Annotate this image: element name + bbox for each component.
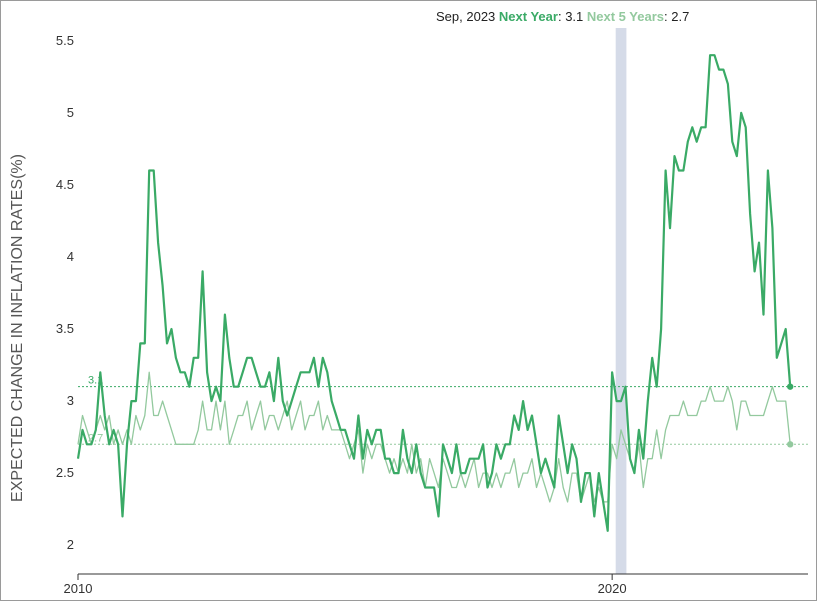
x-axis-ticks: 2010 2020	[64, 574, 627, 596]
y-tick-label: 4.5	[56, 177, 74, 192]
tooltip-series-next-year-value: 3.1	[565, 9, 584, 24]
y-tick-label: 5	[67, 105, 74, 120]
y-tick-label: 3.5	[56, 321, 74, 336]
x-tick-label: 2010	[64, 581, 93, 596]
y-tick-label: 2.5	[56, 465, 74, 480]
series-layer	[76, 54, 794, 532]
series-line-next-5-years	[77, 371, 791, 503]
tooltip-separator: :	[557, 9, 562, 24]
recession-band	[615, 28, 627, 574]
series-end-point-next-year	[786, 383, 794, 390]
tooltip-separator: :	[664, 9, 668, 24]
x-tick-label: 2020	[598, 581, 627, 596]
series-end-point-next-5-years	[786, 441, 794, 448]
y-tick-label: 4	[67, 249, 74, 264]
y-axis-label: EXPECTED CHANGE IN INFLATION RATES(%)	[9, 154, 26, 502]
tooltip-series-next-5-years-value: 2.7	[671, 9, 690, 24]
y-tick-label: 3	[67, 393, 74, 408]
y-tick-label: 5.5	[56, 33, 74, 48]
y-axis-ticks: 2 2.5 3 3.5 4 4.5 5 5.5	[56, 33, 74, 552]
tooltip-series-next-5-years-name: Next 5 Years	[586, 9, 664, 24]
tooltip-series-next-year-name: Next Year	[498, 9, 558, 24]
y-tick-label: 2	[67, 537, 74, 552]
chart-tooltip: Sep, 2023 Next Year: 3.1 Next 5 Years: 2…	[436, 9, 689, 24]
tooltip-date: Sep, 2023	[436, 9, 496, 24]
series-line-next-year	[76, 54, 792, 532]
